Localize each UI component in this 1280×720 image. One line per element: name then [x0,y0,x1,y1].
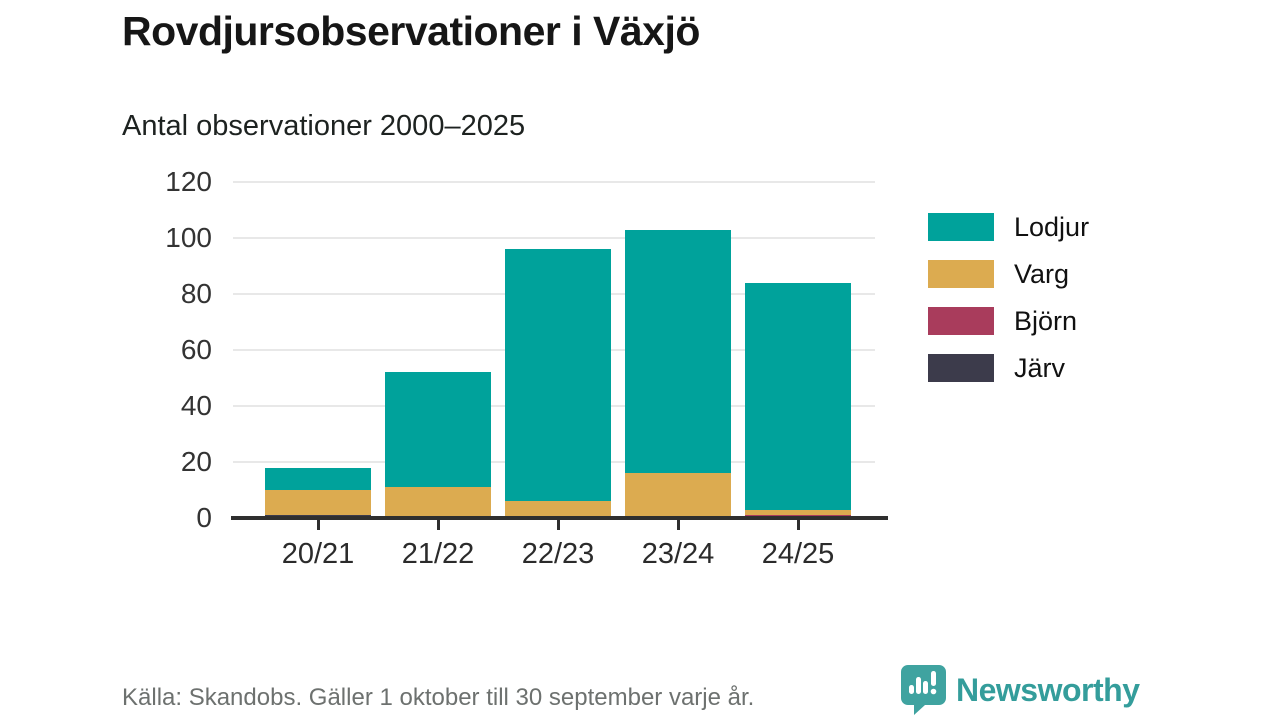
y-axis-tick-label: 100 [165,222,212,253]
legend-item-varg: Varg [928,258,1089,289]
x-axis-line [231,516,888,520]
bar-segment-lodjur [505,249,611,502]
x-axis-label-21-22: 21/22 [401,538,475,570]
bar-22-23 [505,249,611,518]
legend-label: Björn [1014,305,1078,336]
bar-24-25 [745,282,851,518]
x-axis-label-22-23: 22/23 [521,538,595,570]
legend-item-björn: Björn [928,305,1089,336]
y-axis-tick-label: 60 [180,334,212,365]
legend-swatch-lodjur [928,213,994,241]
y-axis-tick-label: 0 [196,502,212,533]
bar-segment-lodjur [265,467,371,491]
chart-title: Rovdjursobservationer i Växjö [122,8,700,54]
gridline-y120 [233,181,875,183]
x-axis-tick [436,520,440,530]
legend-item-järv: Järv [928,352,1089,383]
y-axis-tick-label: 120 [165,166,212,197]
bar-20-21 [265,467,371,518]
y-axis-tick-label: 80 [180,278,212,309]
plot-area [233,181,875,518]
bar-segment-varg [505,501,611,518]
bar-segment-varg [625,473,731,518]
bar-21-22 [385,372,491,518]
x-axis-label-23-24: 23/24 [641,538,715,570]
legend-item-lodjur: Lodjur [928,211,1090,242]
x-axis-label-20-21: 20/21 [281,538,355,570]
legend-label: Varg [1014,258,1070,289]
bar-segment-varg [385,487,491,518]
x-axis-tick [676,520,680,530]
y-axis-tick-label: 40 [180,390,212,421]
legend-swatch-björn [928,307,994,335]
legend: Lodjur Varg Björn Järv [928,211,1090,401]
bar-23-24 [625,229,731,518]
bar-segment-varg [745,509,851,516]
x-axis-tick [556,520,560,530]
newsworthy-wordmark: Newsworthy [956,672,1140,708]
bar-segment-varg [265,490,371,516]
gridline-y100 [233,237,875,239]
chart-subtitle: Antal observationer 2000–2025 [122,110,526,142]
y-axis-tick-label: 20 [180,446,212,477]
bar-segment-lodjur [745,282,851,510]
bar-segment-lodjur [625,229,731,474]
newsworthy-logo-icon [901,664,949,716]
legend-label: Järv [1014,352,1066,383]
x-axis-label-24-25: 24/25 [761,538,835,570]
legend-label: Lodjur [1014,211,1090,242]
source-note: Källa: Skandobs. Gäller 1 oktober till 3… [122,684,755,711]
x-axis-tick [796,520,800,530]
bar-segment-lodjur [385,372,491,488]
legend-swatch-varg [928,260,994,288]
x-axis-tick [316,520,320,530]
legend-swatch-järv [928,354,994,382]
